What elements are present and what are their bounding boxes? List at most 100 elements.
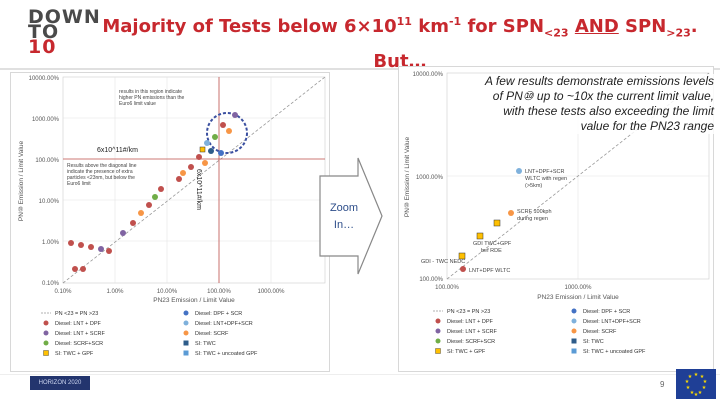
- data-point: [476, 232, 484, 240]
- legend-swatch: [435, 328, 441, 334]
- legend-swatch: [571, 338, 577, 344]
- data-point: [516, 168, 522, 174]
- legend-label: SI: TWC: [195, 341, 216, 347]
- legend-swatch: [571, 308, 577, 314]
- overview-x-axis-label: PN23 Emission / Limit Value: [153, 297, 235, 304]
- zoomed-annotation: during regen: [517, 216, 548, 222]
- title-part-2: km: [411, 16, 449, 37]
- data-point: [232, 112, 238, 118]
- legend-swatch: [571, 328, 577, 334]
- legend-label: Diesel: LNT + DPF: [55, 321, 102, 327]
- data-point: [226, 128, 232, 134]
- data-point: [508, 210, 514, 216]
- overview-y-tick: 10.00%: [39, 199, 60, 205]
- data-point: [176, 176, 182, 182]
- legend-label: Diesel: SCRF: [583, 329, 617, 335]
- zoomed-annotation: SCRF 100kph: [517, 209, 552, 215]
- zoomed-annotation: bef RDE: [481, 248, 502, 254]
- legend-swatch: [43, 340, 49, 346]
- data-point: [138, 210, 144, 216]
- slide-footer: [0, 374, 720, 405]
- data-point: [130, 220, 136, 226]
- svg-text:★: ★: [686, 385, 691, 391]
- legend-label: SI: TWC: [583, 339, 604, 345]
- title-divider: [0, 68, 720, 70]
- legend-label: Diesel: LNT+DPF+SCR: [195, 321, 253, 327]
- legend-label: PN <23 = PN >23: [447, 309, 490, 315]
- data-point: [158, 186, 164, 192]
- overview-x-tick: 10.00%: [157, 289, 178, 295]
- legend-label: SI: TWC + GPF: [55, 351, 94, 357]
- overview-x-tick: 100.00%: [207, 289, 231, 295]
- title-part-1: Majority of Tests below 6×10: [102, 16, 397, 37]
- legend-swatch: [43, 350, 49, 356]
- zoomed-data-points: LNT+DPF+SCR WLTC with regen (>5km) SCRF …: [421, 168, 567, 274]
- zoom-label-line-2: In…: [334, 219, 354, 231]
- legend-swatch: [183, 330, 189, 336]
- data-point: [68, 240, 74, 246]
- zoom-label-line-1: Zoom: [330, 202, 358, 214]
- svg-text:★: ★: [700, 374, 705, 380]
- svg-text:★: ★: [698, 390, 703, 396]
- zoomed-y-tick: 10000.00%: [413, 72, 444, 78]
- data-point: [460, 266, 466, 272]
- zoomed-y-tick: 1000.00%: [416, 175, 444, 181]
- data-point: [208, 148, 214, 154]
- svg-text:★: ★: [702, 385, 707, 391]
- title-subscript-2: >23: [666, 26, 691, 40]
- zoomed-annotation: GDI TWC+GPF: [473, 241, 512, 247]
- overview-limit-label-vertical: 6x10^11#/km: [195, 169, 202, 210]
- data-point: [146, 202, 152, 208]
- title-part-6: .: [690, 16, 698, 37]
- zoomed-x-tick: 100.00%: [435, 285, 459, 291]
- zoomed-x-tick: 1000.00%: [564, 285, 592, 291]
- zoomed-annotation: (>5km): [525, 183, 542, 189]
- logo-line-1: DOWN: [28, 6, 101, 28]
- legend-label: Diesel: SCRF: [195, 331, 229, 337]
- data-point: [212, 134, 218, 140]
- legend-swatch: [435, 338, 441, 344]
- down-to-ten-logo: DOWN TO 10: [28, 6, 101, 58]
- data-point: [204, 140, 210, 146]
- legend-label: Diesel: DPF + SCR: [583, 309, 630, 315]
- data-point: [152, 194, 158, 200]
- svg-text:★: ★: [690, 390, 695, 396]
- overview-y-tick: 1.00%: [42, 240, 60, 246]
- zoomed-y-axis-label: PN⑩ Emission / Limit Value: [403, 137, 411, 218]
- overview-annotation-middle: Results above the diagonal line indicate…: [67, 163, 137, 187]
- title-part-5: SPN: [618, 16, 667, 37]
- title-subscript-1: <23: [544, 26, 569, 40]
- data-point: [458, 252, 466, 260]
- svg-text:★: ★: [685, 379, 690, 385]
- title-exponent-2: -1: [448, 15, 462, 28]
- legend-swatch: [571, 318, 577, 324]
- legend-label: Diesel: LNT + SCRF: [447, 329, 498, 335]
- title-exponent-1: 11: [396, 15, 412, 28]
- data-point: [180, 170, 186, 176]
- overview-x-tick: 0.10%: [54, 289, 72, 295]
- data-point: [493, 219, 501, 227]
- legend-swatch: [43, 330, 49, 336]
- horizon-2020-badge: HORIZON 2020: [30, 376, 90, 390]
- legend-label: Diesel: DPF + SCR: [195, 311, 242, 317]
- zoomed-y-tick: 100.00%: [419, 277, 443, 283]
- svg-text:★: ★: [694, 372, 699, 378]
- data-point: [220, 122, 226, 128]
- overview-x-tick: 1000.00%: [257, 289, 285, 295]
- legend-swatch: [183, 350, 189, 356]
- svg-text:★: ★: [703, 379, 708, 385]
- logo-line-2: TO: [28, 21, 60, 43]
- overview-diagonal-line: [62, 76, 326, 284]
- legend-swatch: [183, 320, 189, 326]
- overview-limit-label-horizontal: 6x10^11#/km: [97, 147, 138, 154]
- legend-swatch: [43, 320, 49, 326]
- callout-text: A few results demonstrate emissions leve…: [478, 74, 714, 134]
- legend-label: Diesel: LNT+DPF+SCR: [583, 319, 641, 325]
- overview-y-tick: 0.10%: [42, 281, 60, 287]
- legend-swatch: [435, 348, 441, 354]
- zoomed-annotation: GDI - TWC NEDC: [421, 259, 465, 265]
- data-point: [120, 230, 126, 236]
- logo-line-3: 10: [28, 36, 57, 58]
- data-point: [106, 248, 112, 254]
- zoom-highlight-circle: [206, 112, 248, 154]
